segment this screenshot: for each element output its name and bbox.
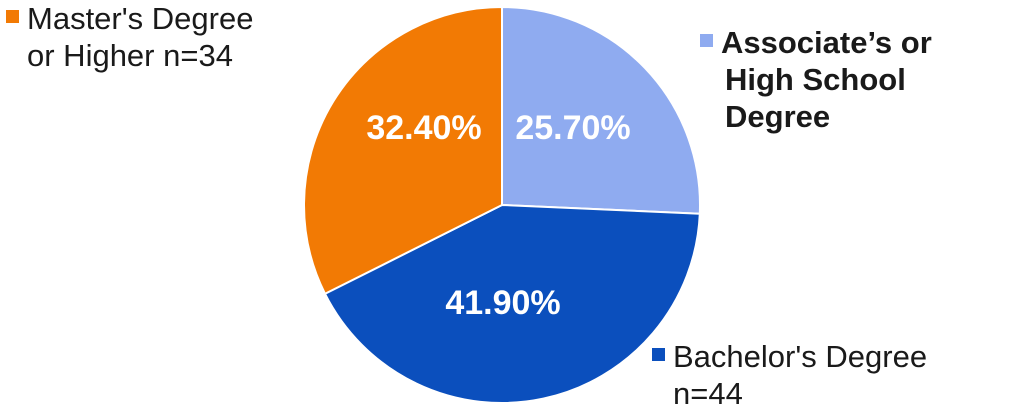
legend-label-masters-line-1: Master's Degree [27, 1, 254, 36]
slice-label-associates: 25.70% [515, 109, 630, 147]
legend-label-associates-line-1: Associate’s or [721, 25, 932, 60]
legend-associates: Associate’s or High School Degree [700, 24, 932, 135]
slice-label-bachelors: 41.90% [445, 284, 560, 322]
pie-slices [303, 6, 701, 404]
legend-bachelors: Bachelor's Degree n=44 [652, 338, 927, 412]
slice-label-masters: 32.40% [366, 109, 481, 147]
legend-swatch-bachelors [652, 348, 665, 361]
legend-masters: Master's Degree or Higher n=34 [6, 0, 253, 74]
pie-slice-labels: 25.70% 41.90% 32.40% [366, 109, 630, 322]
legend-swatch-associates [700, 34, 713, 47]
legend-swatch-masters [6, 10, 19, 23]
pie-slice-masters [303, 6, 503, 295]
legend-label-bachelors-line-2: n=44 [673, 376, 743, 411]
pie-slice-associates [501, 6, 701, 215]
legend-label-associates-line-2: High School [725, 62, 906, 97]
legend-label-associates-line-3: Degree [725, 99, 831, 134]
legend-label-masters-line-2: or Higher n=34 [27, 38, 233, 73]
legend-label-bachelors-line-1: Bachelor's Degree [673, 339, 928, 374]
pie-slice-bachelors [324, 204, 701, 404]
